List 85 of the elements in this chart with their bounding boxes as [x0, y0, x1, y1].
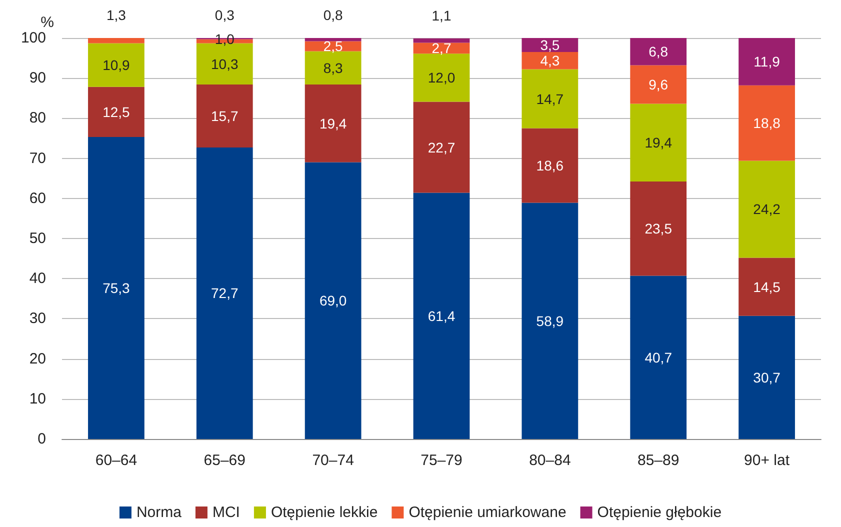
bar [304, 38, 362, 42]
bar [630, 182, 687, 276]
data-label: 61,4 [428, 308, 456, 324]
data-label: 9,6 [648, 76, 668, 93]
bar [738, 258, 795, 316]
bar [522, 128, 578, 203]
bar [196, 84, 253, 148]
x-tick-label: 80–84 [529, 452, 571, 469]
bar [522, 52, 578, 70]
x-tick-label: 65–69 [204, 452, 246, 469]
y-tick-label: 20 [29, 350, 46, 368]
y-tick-label: 30 [29, 310, 46, 328]
bar [738, 38, 795, 86]
legend-label: Norma [136, 504, 182, 521]
bar [413, 54, 470, 102]
y-tick-label: 60 [29, 190, 46, 207]
legend-label: MCI [212, 504, 240, 521]
bar [630, 276, 687, 439]
bar [88, 86, 144, 138]
y-tick-label: 40 [29, 270, 46, 288]
data-label: 1,3 [106, 7, 126, 23]
legend-label: Otępienie lekkie [270, 504, 378, 521]
x-tick-label: 75–79 [420, 452, 462, 469]
y-tick-label: 50 [29, 230, 46, 247]
bar [88, 43, 144, 87]
data-label: 40,7 [644, 349, 672, 366]
bar [630, 38, 687, 66]
data-label: 18,8 [753, 115, 781, 132]
y-tick-label: 10 [29, 390, 46, 408]
data-label: 69,0 [319, 292, 347, 309]
data-label: 6,8 [648, 44, 668, 60]
bar [413, 192, 470, 439]
legend-label: Otępienie głębokie [597, 504, 722, 521]
data-label: 23,5 [644, 220, 672, 237]
bar [196, 147, 253, 439]
x-tick-label: 70–74 [312, 452, 354, 469]
legend-label: Otępienie umiarkowane [408, 504, 566, 521]
data-label: 72,7 [211, 285, 238, 302]
data-label: 15,7 [211, 108, 238, 124]
data-label: 12,5 [102, 104, 130, 120]
bar [88, 38, 144, 44]
bar [304, 84, 362, 162]
data-label: 3,5 [540, 37, 560, 54]
data-label: 0,8 [323, 7, 344, 23]
bar [88, 137, 144, 439]
data-label: 14,7 [536, 90, 564, 107]
data-label: 2,5 [323, 38, 344, 54]
bar [413, 38, 470, 43]
data-label: 4,3 [540, 52, 560, 69]
data-label: 0,3 [214, 7, 235, 23]
bar [738, 160, 795, 258]
y-tick-label: 80 [29, 110, 46, 127]
y-tick-label: 70 [29, 150, 46, 167]
y-axis-title: % [40, 14, 54, 31]
data-label: 18,6 [536, 158, 564, 174]
bar [413, 102, 470, 193]
data-label: 14,5 [753, 278, 781, 295]
data-label: 19,4 [319, 115, 347, 132]
data-label: 10,3 [211, 56, 238, 72]
data-label: 75,3 [102, 280, 130, 296]
data-label: 11,9 [754, 54, 780, 70]
data-label: 30,7 [753, 369, 781, 386]
bar [522, 202, 578, 439]
data-label: 1,1 [432, 7, 452, 24]
data-label: 24,2 [753, 201, 781, 218]
bar [304, 51, 362, 85]
x-tick-label: 85–89 [638, 452, 680, 469]
data-label: 10,9 [102, 57, 130, 74]
bar [304, 162, 362, 439]
data-label: 8,3 [323, 60, 344, 76]
y-tick-label: 90 [29, 70, 46, 87]
data-label: 19,4 [644, 134, 672, 151]
x-tick-label: 90+ lat [744, 452, 790, 469]
y-tick-label: 100 [20, 30, 46, 46]
bar [630, 104, 687, 182]
data-label: 2,7 [432, 40, 452, 56]
bar [630, 65, 687, 104]
bar [522, 69, 578, 128]
data-label: 22,7 [428, 139, 456, 156]
bar [738, 85, 795, 161]
bar [738, 316, 795, 439]
y-tick-label: 0 [38, 430, 46, 448]
data-label: 12,0 [428, 70, 456, 86]
x-tick-label: 60–64 [95, 452, 138, 469]
data-label: 58,9 [536, 312, 564, 329]
